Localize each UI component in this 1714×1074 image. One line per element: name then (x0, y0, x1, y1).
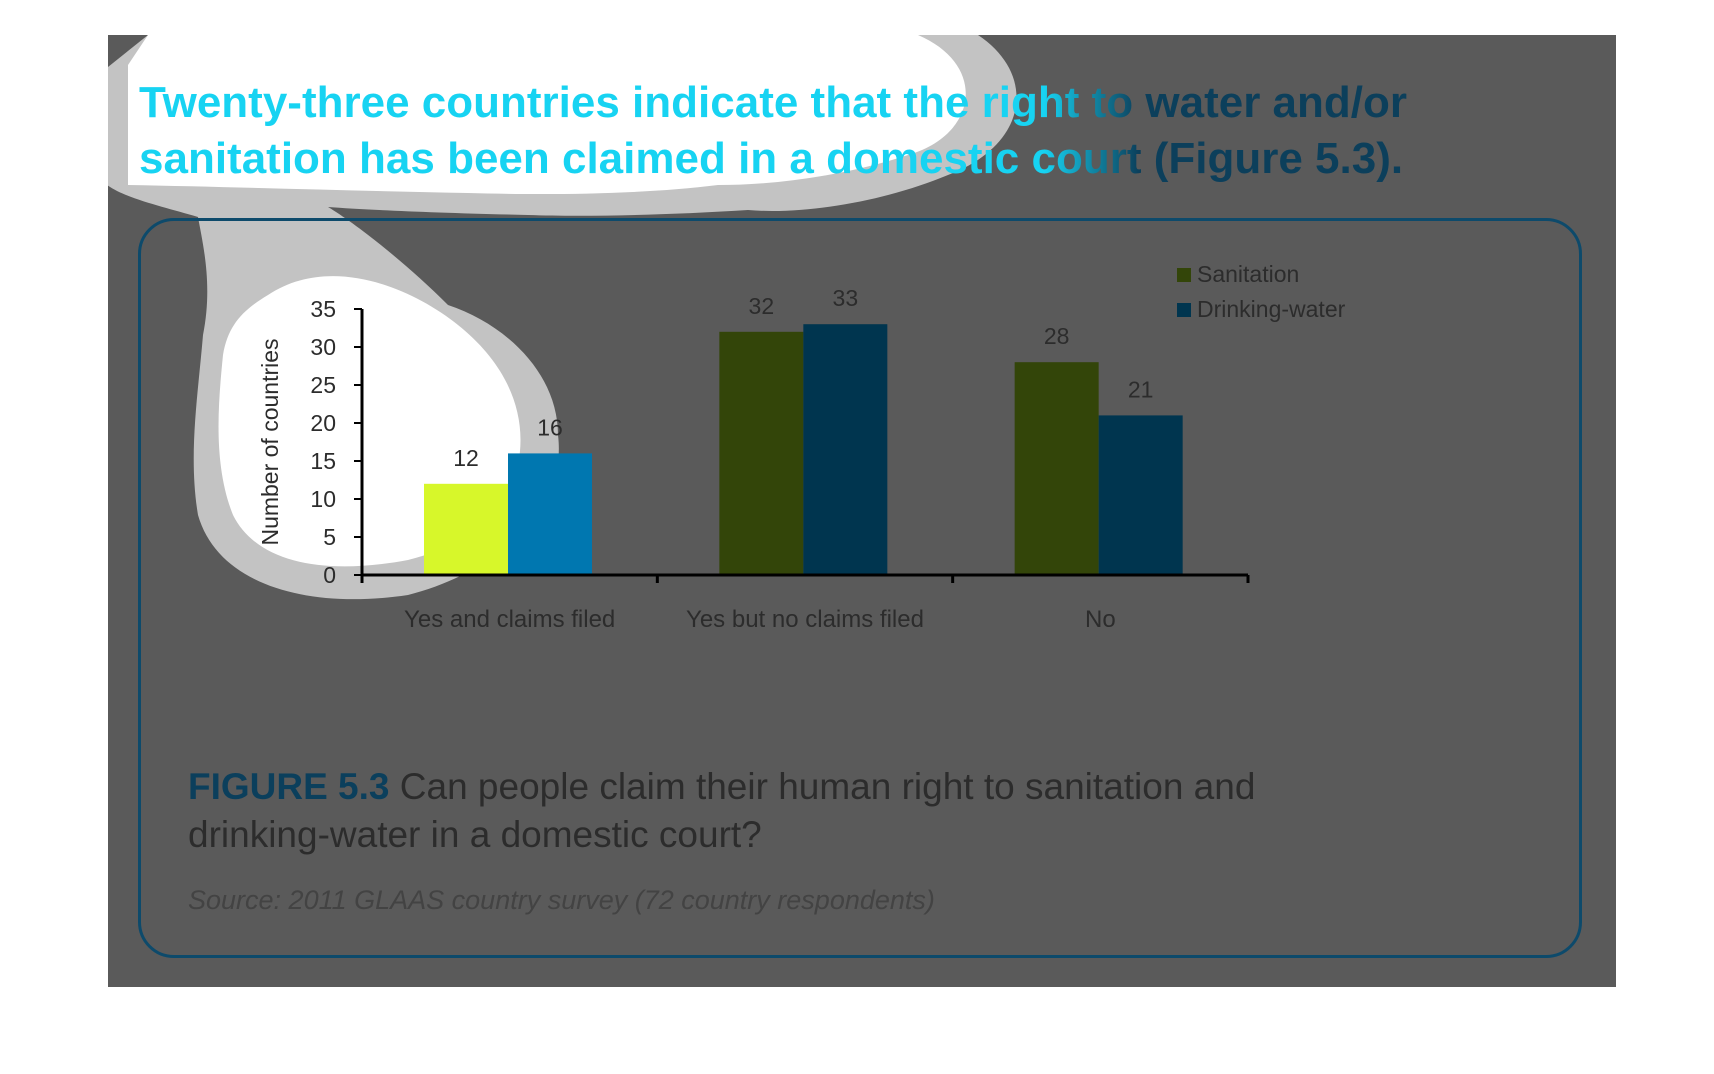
y-tick-label: 30 (310, 334, 336, 360)
bar-chart: Number of countries 0 5 10 15 20 25 30 35 12 16 Yes… (257, 261, 1346, 633)
bar-drinking-water (1098, 415, 1183, 575)
bar-sanitation (719, 331, 804, 575)
y-tick-label: 0 (323, 562, 336, 588)
y-tick-label: 25 (310, 372, 336, 398)
spotlight-core (128, 35, 966, 195)
legend-label: Sanitation (1197, 261, 1299, 287)
data-label: 32 (749, 293, 775, 319)
chart-plot: Number of countries 0 5 10 15 20 25 30 35 12 16 Yes… (257, 261, 1346, 633)
legend-label: Drinking-water (1197, 296, 1346, 322)
legend-swatch-sanitation (1177, 268, 1191, 282)
figure-caption-text: Can people claim their human right to sa… (188, 766, 1256, 855)
data-label: 16 (537, 414, 563, 440)
data-label: 12 (453, 445, 479, 471)
bar-drinking-water (508, 453, 592, 575)
headline: Twenty-three countries indicate that the… (139, 75, 1539, 187)
figure-caption-label: FIGURE 5.3 (188, 766, 390, 807)
x-category-label: Yes and claims filed (404, 606, 615, 633)
data-label: 28 (1044, 323, 1070, 349)
bar-drinking-water (803, 324, 888, 575)
x-category-label: No (1085, 606, 1116, 633)
y-tick-label: 10 (310, 486, 336, 512)
data-label: 21 (1128, 376, 1154, 402)
bar-sanitation (1014, 362, 1099, 575)
y-axis-label: Number of countries (257, 338, 283, 545)
y-tick-label: 35 (310, 296, 336, 322)
figure-frame (138, 218, 1582, 958)
y-tick-label: 20 (310, 410, 336, 436)
x-category-label: Yes but no claims filed (686, 606, 924, 633)
bar-sanitation (424, 483, 508, 575)
slide: Twenty-three countries indicate that the… (108, 35, 1616, 987)
source-note: Source: 2011 GLAAS country survey (72 co… (188, 885, 935, 915)
y-tick-label: 5 (323, 524, 336, 550)
y-tick-label: 15 (310, 448, 336, 474)
figure-caption: FIGURE 5.3 Can people claim their human … (188, 763, 1388, 859)
data-label: 33 (833, 285, 859, 311)
legend-swatch-drinking-water (1177, 303, 1191, 317)
